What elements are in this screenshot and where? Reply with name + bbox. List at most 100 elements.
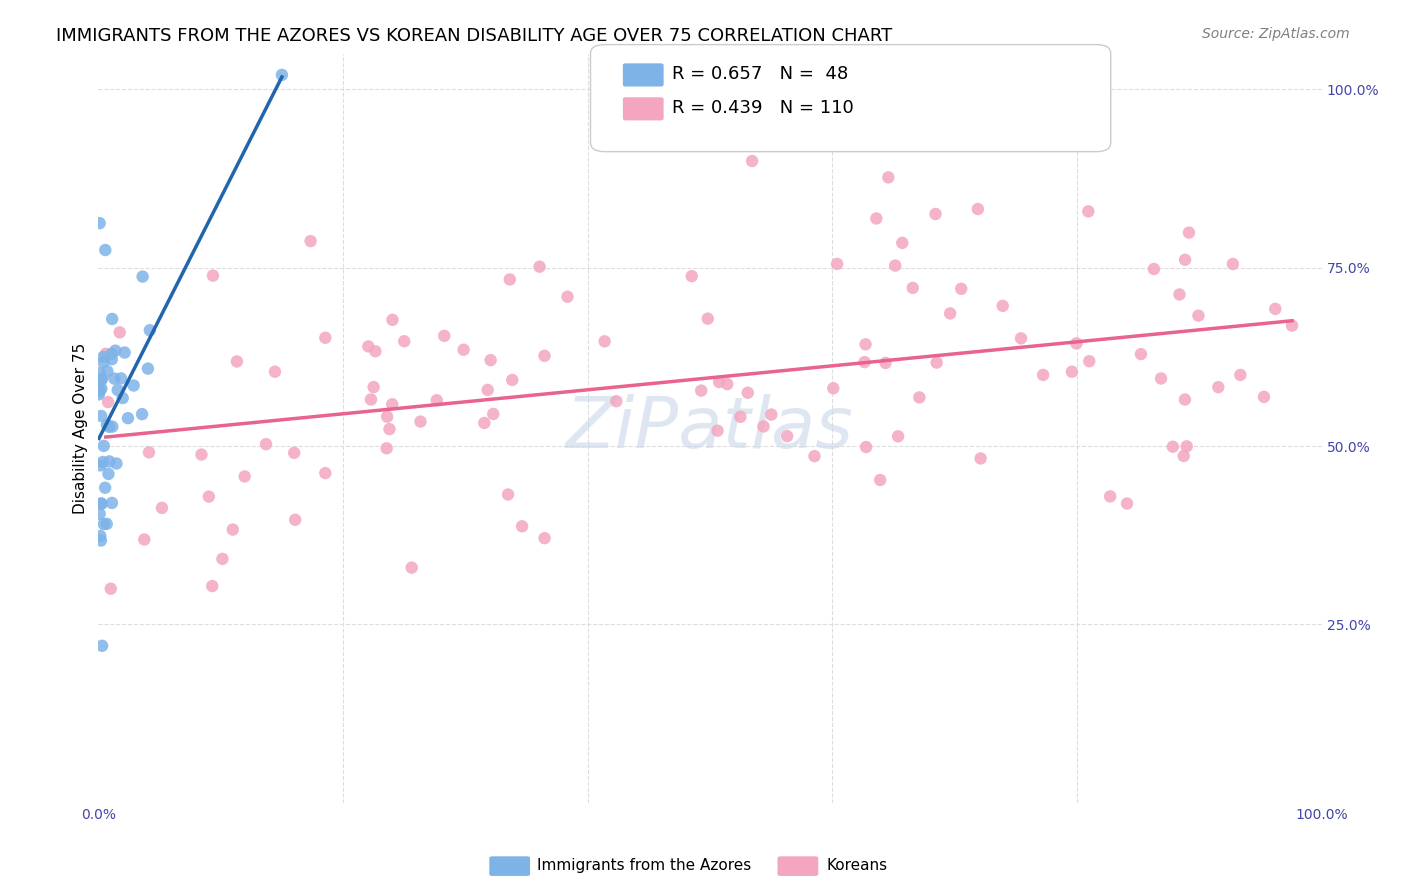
Point	[479, 353, 502, 368]
Point	[482, 407, 505, 421]
Point	[1129, 347, 1152, 361]
Point	[100, 347, 122, 361]
Point	[557, 290, 579, 304]
Point	[1222, 257, 1244, 271]
Point	[433, 329, 456, 343]
Point	[131, 269, 153, 284]
Point	[93, 350, 115, 364]
Point	[825, 257, 848, 271]
Point	[967, 202, 990, 216]
Point	[1168, 287, 1191, 301]
Point	[496, 487, 519, 501]
Point	[605, 394, 627, 409]
Point	[394, 334, 416, 349]
Point	[884, 259, 907, 273]
Point	[1143, 262, 1166, 277]
Point	[91, 455, 114, 469]
Point	[375, 409, 398, 424]
Point	[233, 469, 256, 483]
Point	[991, 299, 1014, 313]
Point	[299, 234, 322, 248]
Point	[716, 377, 738, 392]
Point	[96, 516, 118, 531]
Point	[254, 437, 277, 451]
Point	[401, 560, 423, 574]
Point	[89, 529, 111, 543]
Text: R = 0.657   N =  48: R = 0.657 N = 48	[672, 65, 848, 83]
Point	[94, 481, 117, 495]
Point	[1161, 440, 1184, 454]
Point	[1178, 226, 1201, 240]
Point	[114, 345, 136, 359]
Point	[89, 384, 111, 398]
Point	[453, 343, 475, 357]
Point	[1173, 449, 1195, 463]
Point	[865, 211, 887, 226]
Point	[101, 496, 124, 510]
Point	[501, 373, 523, 387]
Point	[593, 334, 616, 349]
Point	[94, 243, 117, 257]
Point	[1116, 496, 1139, 510]
Point	[98, 454, 121, 468]
Point	[103, 371, 125, 385]
Point	[1174, 392, 1197, 407]
Point	[855, 337, 877, 351]
Point	[1208, 380, 1230, 394]
Point	[803, 449, 825, 463]
Text: Source: ZipAtlas.com: Source: ZipAtlas.com	[1202, 27, 1350, 41]
Point	[201, 579, 224, 593]
Point	[1253, 390, 1275, 404]
Point	[1060, 365, 1083, 379]
Point	[375, 442, 398, 456]
Point	[108, 326, 131, 340]
Y-axis label: Disability Age Over 75: Disability Age Over 75	[73, 343, 89, 514]
Point	[1150, 371, 1173, 385]
Point	[1281, 318, 1303, 333]
Point	[969, 451, 991, 466]
Point	[90, 496, 112, 510]
Point	[752, 419, 775, 434]
Text: Koreans: Koreans	[827, 858, 887, 872]
Point	[211, 552, 233, 566]
Point	[111, 391, 134, 405]
Point	[90, 458, 112, 473]
Point	[90, 533, 112, 548]
Point	[1174, 252, 1197, 267]
Point	[737, 385, 759, 400]
Point	[90, 372, 112, 386]
Point	[96, 364, 118, 378]
Point	[87, 387, 110, 401]
Point	[201, 268, 224, 283]
Point	[924, 207, 946, 221]
Point	[138, 445, 160, 459]
Point	[1099, 489, 1122, 503]
Point	[98, 419, 121, 434]
Point	[105, 457, 128, 471]
Point	[908, 391, 931, 405]
Point	[139, 323, 162, 337]
Point	[741, 154, 763, 169]
Text: ZiPatlas: ZiPatlas	[567, 393, 853, 463]
Point	[855, 440, 877, 454]
Point	[499, 272, 522, 286]
Point	[117, 411, 139, 425]
Point	[887, 429, 910, 443]
Point	[134, 533, 156, 547]
Point	[110, 371, 132, 385]
Point	[90, 497, 112, 511]
Point	[264, 365, 287, 379]
Point	[1175, 439, 1198, 453]
Point	[91, 639, 114, 653]
Point	[925, 356, 948, 370]
Point	[89, 383, 111, 397]
Point	[690, 384, 713, 398]
Point	[101, 312, 124, 326]
Point	[696, 311, 718, 326]
Point	[107, 383, 129, 397]
Point	[381, 313, 404, 327]
Point	[101, 352, 124, 367]
Point	[93, 517, 115, 532]
Point	[136, 361, 159, 376]
Point	[283, 446, 305, 460]
